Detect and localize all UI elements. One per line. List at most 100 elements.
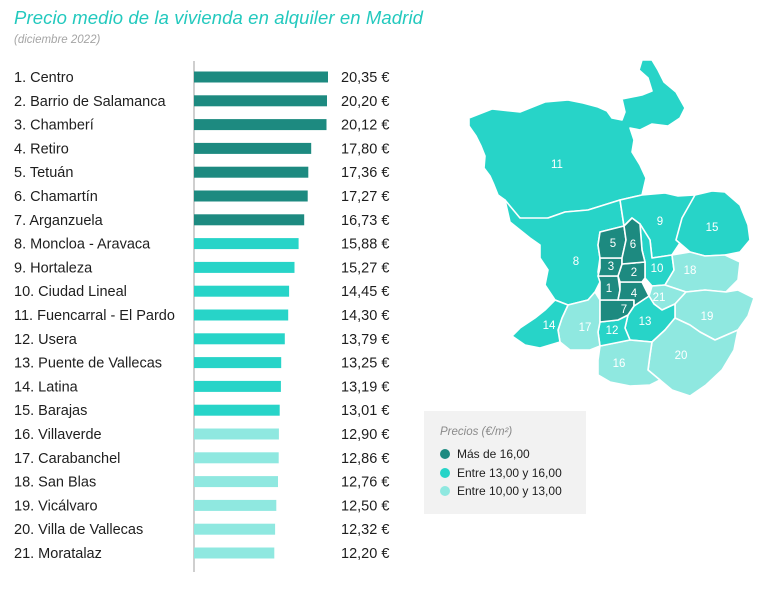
map-label-13: 13 [639, 316, 652, 328]
category-label: 7. Arganzuela [14, 213, 104, 229]
map-label-4: 4 [631, 288, 638, 300]
category-label: 10. Ciudad Lineal [14, 284, 127, 300]
map-labels: 11 8 9 15 10 18 21 19 13 20 16 12 17 14 … [543, 159, 719, 370]
value-label: 14,30 € [341, 308, 389, 324]
bar [194, 333, 285, 345]
category-label: 1. Centro [14, 70, 74, 86]
map-district-8 [504, 199, 625, 306]
category-label: 17. Carabanchel [14, 451, 120, 467]
map-label-1: 1 [606, 283, 612, 295]
map-district-15 [675, 190, 751, 257]
map-district-14 [511, 299, 569, 349]
map-label-6: 6 [630, 239, 636, 251]
map-label-7: 7 [621, 304, 627, 316]
map-label-12: 12 [606, 325, 619, 337]
chart-subtitle: (diciembre 2022) [14, 34, 101, 46]
legend-label-high: Más de 16,00 [457, 447, 530, 461]
value-label: 14,45 € [341, 284, 389, 300]
map-label-11: 11 [551, 159, 563, 171]
bar [194, 261, 295, 273]
bar [194, 119, 327, 131]
map-label-21: 21 [653, 292, 666, 304]
value-label: 17,80 € [341, 141, 389, 157]
bar [194, 404, 280, 416]
bar [194, 499, 277, 511]
category-label: 18. San Blas [14, 475, 96, 491]
map-district-11 [468, 59, 686, 223]
value-label: 12,32 € [341, 522, 389, 538]
bar [194, 214, 305, 226]
legend-item-high: Más de 16,00 [440, 447, 530, 461]
legend: Precios (€/m²) Más de 16,00 Entre 13,00 … [424, 411, 586, 514]
chart-title: Precio medio de la vivienda en alquiler … [14, 7, 424, 28]
bar [194, 452, 279, 464]
bar [194, 166, 309, 178]
map-label-17: 17 [579, 322, 592, 334]
legend-label-low: Entre 10,00 y 13,00 [457, 484, 562, 498]
category-label: 20. Villa de Vallecas [14, 522, 143, 538]
category-label: 21. Moratalaz [14, 546, 102, 562]
value-label: 12,86 € [341, 451, 389, 467]
legend-dot-high [440, 449, 450, 459]
map-label-14: 14 [543, 320, 556, 332]
bar [194, 380, 281, 392]
map-label-9: 9 [657, 216, 663, 228]
value-label: 12,20 € [341, 546, 389, 562]
map-label-10: 10 [651, 263, 664, 275]
value-label: 13,19 € [341, 379, 389, 395]
bar [194, 285, 290, 297]
category-label: 5. Tetuán [14, 165, 73, 181]
category-label: 2. Barrio de Salamanca [14, 94, 166, 110]
bar [194, 357, 282, 369]
bar [194, 309, 289, 321]
map-district-18 [664, 251, 741, 293]
bar [194, 238, 299, 250]
category-label: 19. Vicálvaro [14, 498, 98, 514]
value-label: 13,25 € [341, 356, 389, 372]
map-label-19: 19 [701, 311, 714, 323]
value-label: 13,01 € [341, 403, 389, 419]
map-label-5: 5 [610, 238, 616, 250]
bar [194, 428, 279, 440]
value-label: 16,73 € [341, 213, 389, 229]
value-label: 13,79 € [341, 332, 389, 348]
category-label: 4. Retiro [14, 141, 69, 157]
legend-label-medium: Entre 13,00 y 16,00 [457, 466, 562, 480]
category-label: 12. Usera [14, 332, 78, 348]
map-shapes [468, 59, 755, 397]
legend-item-low: Entre 10,00 y 13,00 [440, 484, 562, 498]
category-label: 16. Villaverde [14, 427, 102, 443]
value-label: 12,90 € [341, 427, 389, 443]
legend-dot-medium [440, 468, 450, 478]
legend-item-medium: Entre 13,00 y 16,00 [440, 466, 562, 480]
value-label: 17,36 € [341, 165, 389, 181]
category-label: 13. Puente de Vallecas [14, 356, 162, 372]
category-label: 9. Hortaleza [14, 260, 93, 276]
category-label: 15. Barajas [14, 403, 87, 419]
map-label-16: 16 [613, 358, 626, 370]
value-label: 17,27 € [341, 189, 389, 205]
category-label: 6. Chamartín [14, 189, 98, 205]
legend-title: Precios (€/m²) [440, 426, 513, 438]
bar [194, 142, 312, 154]
map-label-2: 2 [631, 267, 637, 279]
value-label: 20,20 € [341, 94, 389, 110]
value-label: 15,27 € [341, 260, 389, 276]
value-label: 12,76 € [341, 475, 389, 491]
map-label-18: 18 [684, 265, 697, 277]
category-label: 3. Chamberí [14, 118, 94, 134]
value-label: 12,50 € [341, 498, 389, 514]
bar [194, 71, 328, 83]
legend-dot-low [440, 486, 450, 496]
map-district-4 [617, 281, 650, 307]
value-label: 20,12 € [341, 118, 389, 134]
map-label-3: 3 [608, 261, 614, 273]
value-label: 20,35 € [341, 70, 389, 86]
map-label-8: 8 [573, 256, 579, 268]
category-label: 11. Fuencarral - El Pardo [14, 308, 175, 324]
map-label-15: 15 [706, 222, 719, 234]
value-label: 15,88 € [341, 237, 389, 253]
bar [194, 523, 276, 535]
